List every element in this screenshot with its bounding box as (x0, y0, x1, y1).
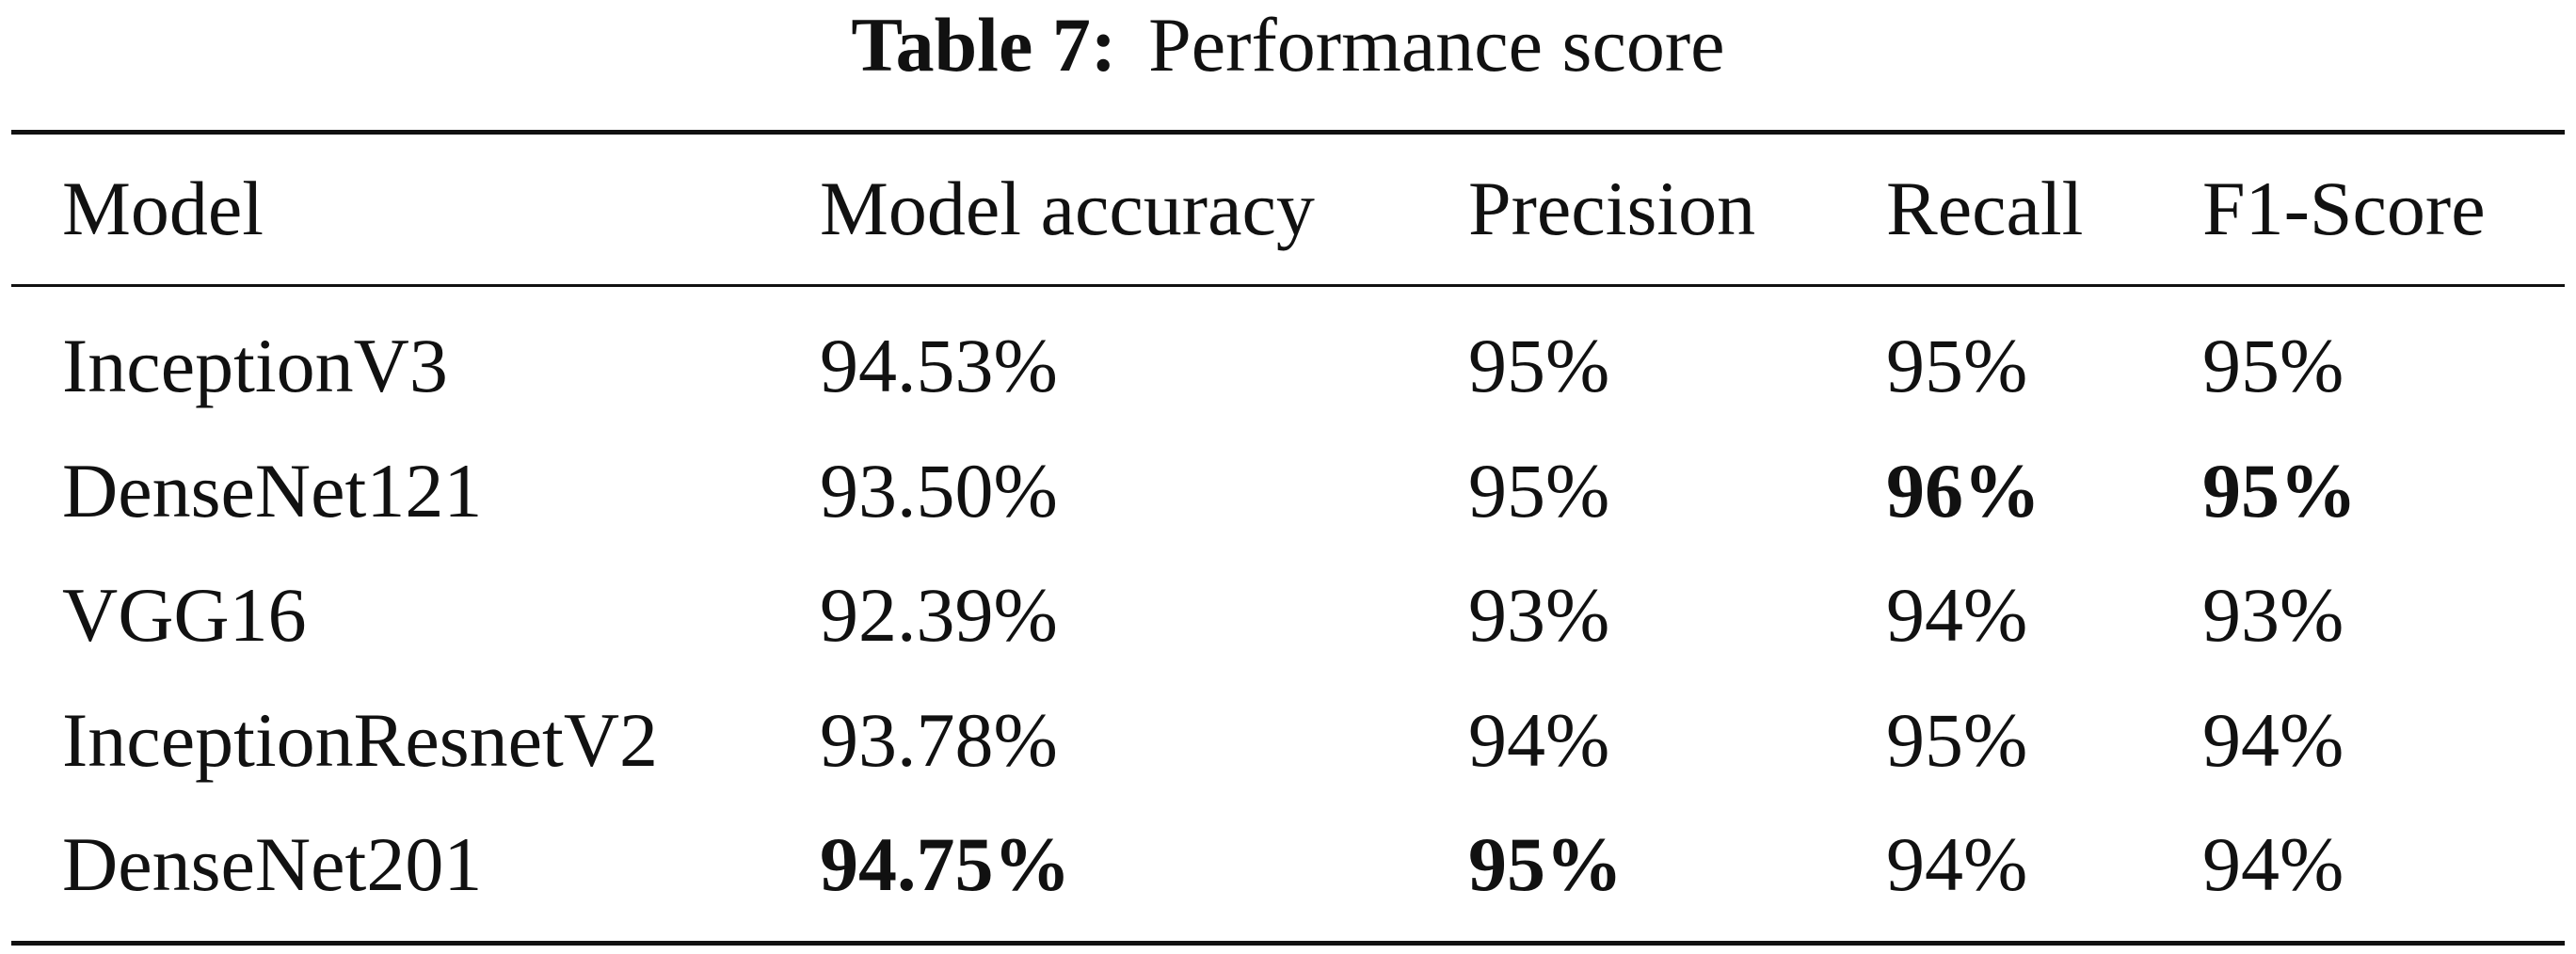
recall-cell-best: 96% (1886, 448, 2040, 533)
f1-score-cell: 93% (2202, 572, 2344, 658)
column-header-precision: Precision (1468, 166, 1756, 251)
f1-score-cell-best: 95% (2202, 448, 2357, 533)
recall-cell: 94% (1886, 572, 2028, 658)
column-header-model-accuracy: Model accuracy (820, 166, 1315, 251)
f1-score-cell: 95% (2202, 323, 2344, 408)
accuracy-cell: 92.39% (820, 572, 1058, 658)
table-caption-title: Performance score (1148, 2, 1725, 87)
recall-cell: 95% (1886, 323, 2028, 408)
table-header-rule (11, 284, 2565, 287)
precision-cell: 95% (1468, 448, 1610, 533)
accuracy-cell: 94.53% (820, 323, 1058, 408)
column-header-recall: Recall (1886, 166, 2084, 251)
model-name-cell: DenseNet121 (62, 448, 483, 533)
table-bottom-rule (11, 941, 2565, 946)
precision-cell: 94% (1468, 697, 1610, 783)
model-name-cell: InceptionV3 (62, 323, 448, 408)
f1-score-cell: 94% (2202, 697, 2344, 783)
recall-cell: 94% (1886, 821, 2028, 907)
accuracy-cell: 93.78% (820, 697, 1058, 783)
column-header-model: Model (62, 166, 264, 251)
precision-cell-best: 95% (1468, 821, 1623, 907)
table-caption-label: Table 7: (851, 2, 1117, 87)
table-top-rule (11, 130, 2565, 135)
precision-cell: 93% (1468, 572, 1610, 658)
model-name-cell: InceptionResnetV2 (62, 697, 659, 783)
precision-cell: 95% (1468, 323, 1610, 408)
f1-score-cell: 94% (2202, 821, 2344, 907)
column-header-f1-score: F1-Score (2202, 166, 2486, 251)
table-caption: Table 7: Performance score (0, 0, 2576, 89)
recall-cell: 95% (1886, 697, 2028, 783)
accuracy-cell-best: 94.75% (820, 821, 1071, 907)
model-name-cell: DenseNet201 (62, 821, 483, 907)
accuracy-cell: 93.50% (820, 448, 1058, 533)
model-name-cell: VGG16 (62, 572, 307, 658)
